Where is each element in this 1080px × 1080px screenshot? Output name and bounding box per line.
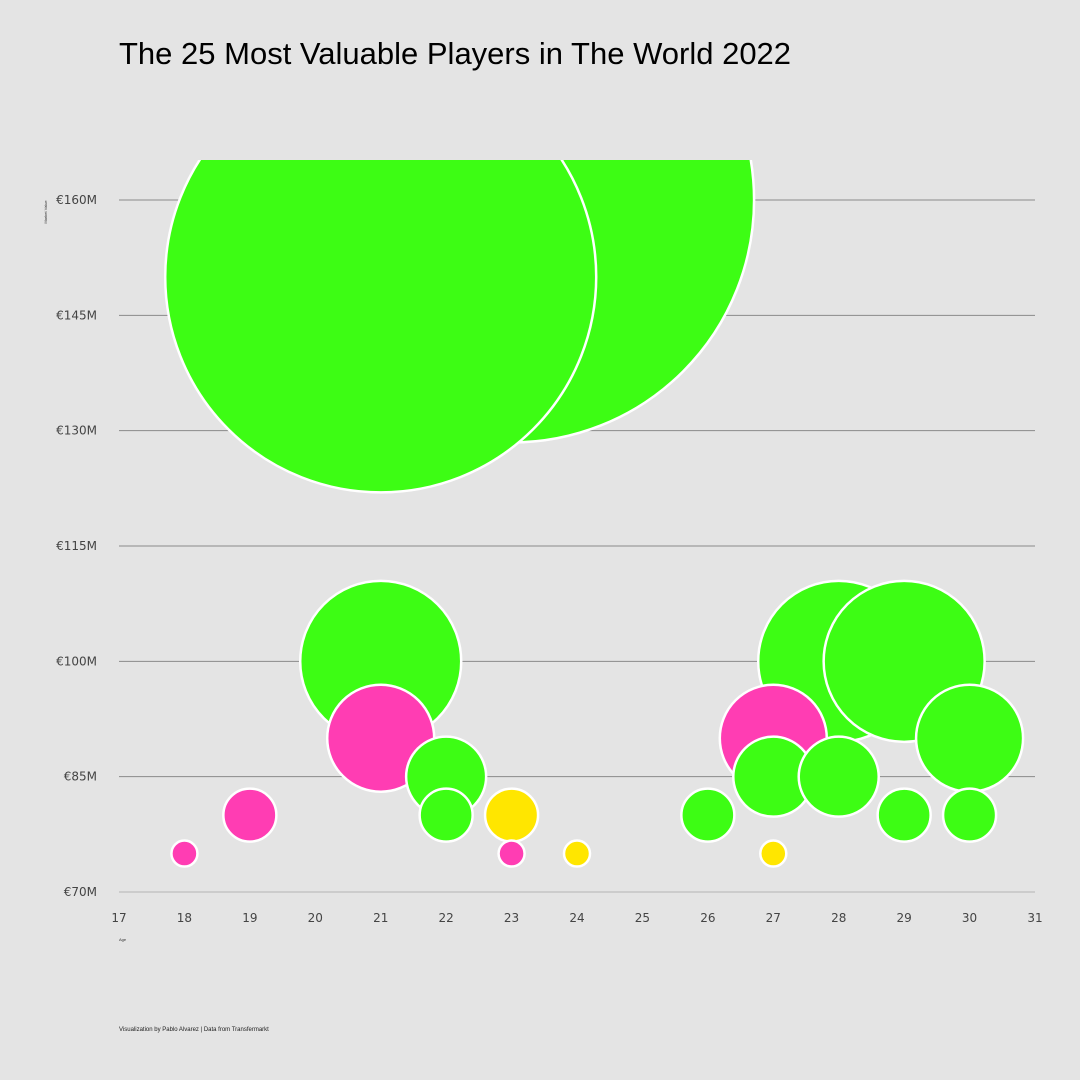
data-point-bubble[interactable] xyxy=(876,787,932,843)
data-point-bubble[interactable] xyxy=(941,787,998,843)
y-tick-label: €115M xyxy=(56,539,97,553)
data-point-bubble[interactable] xyxy=(797,735,880,818)
x-tick-label: 29 xyxy=(897,911,912,925)
data-point-bubble[interactable] xyxy=(759,839,788,868)
data-point-bubble[interactable] xyxy=(483,787,540,843)
credit-line: Visualization by Pablo Alvarez | Data fr… xyxy=(119,1027,269,1033)
data-point-bubble[interactable] xyxy=(222,787,278,843)
data-point-bubble[interactable] xyxy=(164,61,598,494)
y-tick-label: €100M xyxy=(56,654,97,668)
x-tick-label: 24 xyxy=(569,911,584,925)
x-tick-label: 25 xyxy=(635,911,650,925)
x-tick-label: 26 xyxy=(700,911,715,925)
x-tick-label: 20 xyxy=(308,911,323,925)
y-tick-label: €70M xyxy=(64,885,97,899)
y-tick-label: €130M xyxy=(56,424,97,438)
chart-title: The 25 Most Valuable Players in The Worl… xyxy=(119,36,792,71)
x-tick-label: 17 xyxy=(111,911,126,925)
x-tick-label: 21 xyxy=(373,911,388,925)
x-tick-label: 19 xyxy=(242,911,257,925)
data-point-bubble[interactable] xyxy=(497,839,526,868)
data-point-bubble[interactable] xyxy=(418,787,474,843)
y-tick-label: €145M xyxy=(56,308,97,322)
x-tick-label: 27 xyxy=(766,911,781,925)
data-point-bubble[interactable] xyxy=(914,683,1025,793)
data-point-bubble[interactable] xyxy=(680,787,736,843)
bubble-layer xyxy=(164,61,1025,868)
y-axis-title: Market Value xyxy=(43,200,48,224)
x-tick-label: 22 xyxy=(439,911,454,925)
x-tick-label: 28 xyxy=(831,911,846,925)
x-axis-title: Age xyxy=(119,937,127,942)
axis-layer: €70M €85M €100M €115M €130M €145M €160M 17 18 19 2… xyxy=(43,193,1043,942)
x-tick-label: 18 xyxy=(177,911,192,925)
x-tick-label: 30 xyxy=(962,911,977,925)
data-point-bubble[interactable] xyxy=(562,839,592,868)
x-tick-label: 31 xyxy=(1027,911,1042,925)
y-tick-label: €160M xyxy=(56,193,97,207)
y-tick-label: €85M xyxy=(64,770,97,784)
x-tick-label: 23 xyxy=(504,911,519,925)
data-point-bubble[interactable] xyxy=(170,839,199,868)
